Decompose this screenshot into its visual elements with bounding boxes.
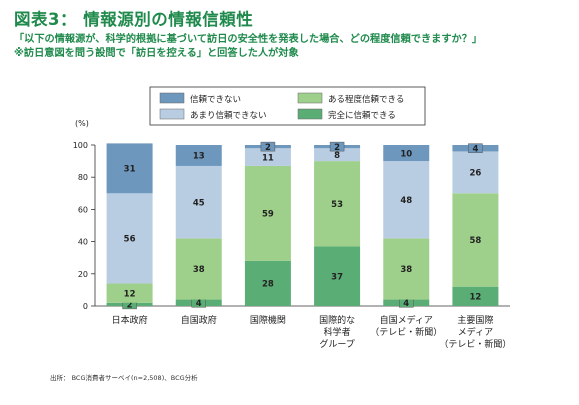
data-label: 28 [262, 280, 274, 290]
bar-little_trust [175, 165, 222, 239]
category-label: メディア [458, 326, 493, 338]
category-label: （テレビ・新聞） [439, 338, 511, 350]
bar-some_trust [314, 161, 361, 247]
bar-some_trust [175, 238, 222, 300]
chart-title: 図表3： 情報源別の情報信頼性 [14, 10, 254, 29]
bar-little_trust [106, 193, 153, 284]
legend-swatch-little_trust [159, 108, 185, 120]
bar-full_trust [244, 260, 291, 306]
data-label: 2 [265, 143, 271, 153]
data-label: 10 [400, 149, 412, 159]
bar-full_trust [314, 246, 361, 306]
data-label: 58 [469, 236, 481, 246]
category-label: 自国政府 [181, 314, 217, 326]
data-label: 2 [127, 301, 133, 311]
data-label: 38 [400, 265, 412, 275]
bar-little_trust [383, 161, 430, 239]
data-label-box [260, 141, 276, 152]
bar-not_trust [383, 145, 430, 162]
data-label: 45 [193, 198, 205, 208]
category-label: 日本政府 [112, 314, 148, 326]
data-label: 4 [403, 299, 409, 309]
bar-not_trust [106, 143, 153, 194]
legend-swatch-some_trust [297, 92, 323, 104]
category-label: 主要国際 [457, 314, 493, 326]
bar-little_trust [314, 148, 361, 162]
bar-some_trust [383, 238, 430, 300]
category-label: （テレビ・新聞） [370, 326, 442, 338]
data-label: 12 [469, 293, 481, 303]
data-label: 48 [400, 196, 412, 206]
bar-full_trust [452, 286, 499, 306]
legend-label-little_trust: あまり信頼できない [190, 110, 267, 121]
y-tick-label: 40 [78, 238, 88, 247]
data-label-box [468, 143, 483, 153]
y-tick-label: 20 [78, 270, 88, 279]
legend-label-not_trust: 信頼できない [190, 94, 241, 105]
category-label: グループ [319, 338, 354, 350]
chart-note: ※訪日意図を問う設問で「訪日を控える」と回答した人が対象 [14, 48, 299, 59]
bar-some_trust [106, 283, 153, 303]
data-label: 38 [193, 265, 205, 275]
chart-subtitle: 「以下の情報源が、科学的根拠に基づいて訪日の安全性を発表した場合、どの程度信頼で… [14, 34, 483, 45]
y-axis-unit: (%) [75, 119, 89, 128]
y-tick-label: 100 [73, 141, 88, 150]
data-label: 12 [124, 289, 136, 299]
bar-little_trust [244, 148, 291, 166]
bar-some_trust [244, 165, 291, 261]
bar-not_trust [175, 145, 222, 166]
data-label: 4 [196, 299, 202, 309]
bar-some_trust [452, 193, 499, 287]
data-label: 37 [331, 272, 343, 282]
data-label: 11 [262, 153, 274, 163]
data-label: 53 [331, 200, 343, 210]
category-label: 科学者 [324, 326, 351, 338]
data-label-box [329, 141, 345, 152]
bar-little_trust [452, 151, 499, 194]
legend-label-some_trust: ある程度信頼できる [328, 94, 404, 105]
legend-box [149, 86, 426, 126]
category-label: 国際機関 [250, 314, 286, 326]
data-label: 31 [124, 165, 136, 175]
y-tick-label: 60 [78, 205, 88, 214]
legend-swatch-not_trust [159, 92, 185, 104]
data-label: 2 [334, 143, 340, 153]
data-label: 13 [193, 152, 205, 162]
data-label: 26 [469, 169, 481, 179]
data-label: 56 [124, 235, 136, 245]
legend-label-full_trust: 完全に信頼できる [328, 110, 396, 121]
legend-swatch-full_trust [297, 108, 323, 120]
y-tick-label: 0 [83, 302, 88, 311]
data-label: 4 [472, 144, 478, 154]
data-label: 59 [262, 210, 274, 220]
category-label: 国際的な [319, 314, 355, 326]
source-note: 出所： BCG消費者サーベイ(n=2,508)、BCG分析 [50, 374, 198, 382]
y-tick-label: 80 [78, 173, 88, 182]
data-label: 8 [334, 151, 340, 161]
category-label: 自国メディア [380, 314, 433, 326]
